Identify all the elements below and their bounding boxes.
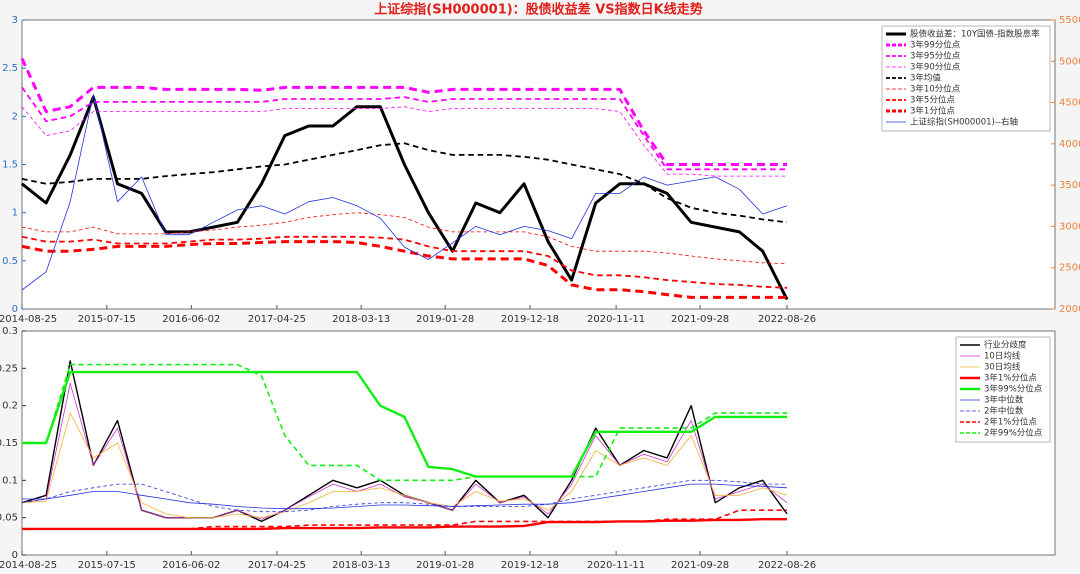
y-tick-label: 0 (12, 304, 18, 315)
x-tick-label: 2019-01-28 (416, 314, 474, 325)
x-tick-label: 2022-08-26 (758, 314, 816, 325)
x-tick-label: 2017-04-25 (248, 560, 306, 571)
y2-tick-label: 5500 (1059, 15, 1080, 26)
legend-label: 10日均线 (984, 351, 1021, 362)
legend-label: 3年99%分位点 (984, 384, 1043, 395)
x-tick-label: 2014-08-25 (0, 560, 57, 571)
legend-label: 3年90分位点 (910, 62, 961, 73)
y-tick-label: 1.5 (2, 160, 18, 171)
chart-title: 上证综指(SH000001)：股债收益差 VS指数日K线走势 (374, 2, 702, 18)
y-tick-label: 0.05 (0, 513, 18, 524)
legend-label: 3年中位数 (984, 395, 1024, 406)
series-line (21, 212, 788, 265)
x-tick-label: 2020-11-11 (587, 314, 645, 325)
panel: 上证综指(SH000001)：股债收益差 VS指数日K线走势 0 0.5 1 1.5 2 2… (0, 2, 1080, 326)
y-tick-label: 0.15 (0, 438, 18, 449)
series-line (21, 93, 788, 291)
y2-tick-label: 2500 (1059, 263, 1080, 274)
series-line (21, 95, 789, 301)
y-tick-label: 0.3 (2, 326, 18, 337)
legend-label: 3年均值 (910, 73, 941, 84)
series-line (22, 370, 787, 478)
series-line (22, 509, 787, 530)
y2-tick-label: 5000 (1059, 56, 1080, 67)
legend-label: 上证综指(SH000001)--右轴 (910, 117, 1018, 128)
x-tick-label: 2020-11-11 (587, 560, 645, 571)
x-tick-label: 2019-12-18 (501, 560, 559, 571)
x-tick-label: 2014-08-25 (0, 314, 57, 325)
series-line (22, 363, 787, 482)
y2-tick-label: 4500 (1059, 98, 1080, 109)
series-line (21, 240, 787, 299)
y-tick-label: 0.25 (0, 363, 18, 374)
legend-label: 2年1%分位点 (984, 417, 1037, 428)
y-tick-label: 1 (12, 208, 18, 219)
y2-tick-label: 3000 (1059, 221, 1080, 232)
legend: 行业分歧度10日均线30日均线3年1%分位点3年99%分位点3年中位数2年中位数… (955, 336, 1051, 443)
legend-label: 3年5分位点 (910, 95, 955, 106)
x-tick-label: 2021-09-28 (671, 314, 729, 325)
legend-box (881, 25, 1051, 132)
y-tick-label: 3 (12, 15, 18, 26)
series-line (21, 106, 787, 177)
series-line (21, 479, 787, 513)
x-tick-label: 2015-07-15 (78, 314, 136, 325)
series-line (21, 142, 788, 224)
y-tick-label: 0 (12, 550, 18, 561)
x-tick-label: 2022-08-26 (758, 560, 816, 571)
legend-label: 3年99分位点 (910, 40, 961, 51)
series-line (21, 86, 787, 171)
series-line (22, 483, 788, 510)
x-tick-label: 2015-07-15 (78, 560, 136, 571)
legend-label: 30日均线 (984, 362, 1021, 373)
legend-label: 2年中位数 (984, 406, 1024, 417)
panel: 0 0.05 0.1 0.15 0.2 0.25 0.3 2014-08-25 2015-07-… (0, 326, 1056, 571)
x-tick-label: 2017-04-25 (248, 314, 306, 325)
x-tick-label: 2018-03-13 (332, 560, 390, 571)
legend-label: 3年10分位点 (910, 84, 961, 95)
legend-label: 行业分歧度 (984, 340, 1027, 351)
y2-tick-label: 4000 (1059, 139, 1080, 150)
legend-label: 股债收益差：10Y国债-指数股息率 (910, 29, 1040, 40)
legend: 股债收益差：10Y国债-指数股息率3年99分位点3年95分位点3年90分位点3年… (881, 25, 1051, 132)
x-tick-label: 2019-12-18 (501, 314, 559, 325)
series-line (20, 57, 787, 166)
x-tick-label: 2016-06-02 (162, 314, 220, 325)
y2-tick-label: 3500 (1059, 180, 1080, 191)
series-line (21, 412, 788, 519)
legend-label: 2年99%分位点 (984, 428, 1043, 439)
y-tick-label: 2 (12, 111, 18, 122)
x-tick-label: 2018-03-13 (332, 314, 390, 325)
series-line (21, 382, 788, 520)
y-tick-label: 0.5 (2, 256, 18, 267)
y-tick-label: 0.2 (2, 401, 18, 412)
legend-label: 3年1分位点 (910, 106, 955, 117)
x-tick-label: 2021-09-28 (671, 560, 729, 571)
legend-label: 3年95分位点 (910, 51, 961, 62)
x-tick-label: 2019-01-28 (416, 560, 474, 571)
y-tick-label: 2.5 (2, 63, 18, 74)
y2-tick-label: 2000 (1059, 304, 1080, 315)
legend-label: 3年1%分位点 (984, 373, 1037, 384)
y-tick-label: 0.1 (2, 475, 18, 486)
x-tick-label: 2016-06-02 (162, 560, 220, 571)
